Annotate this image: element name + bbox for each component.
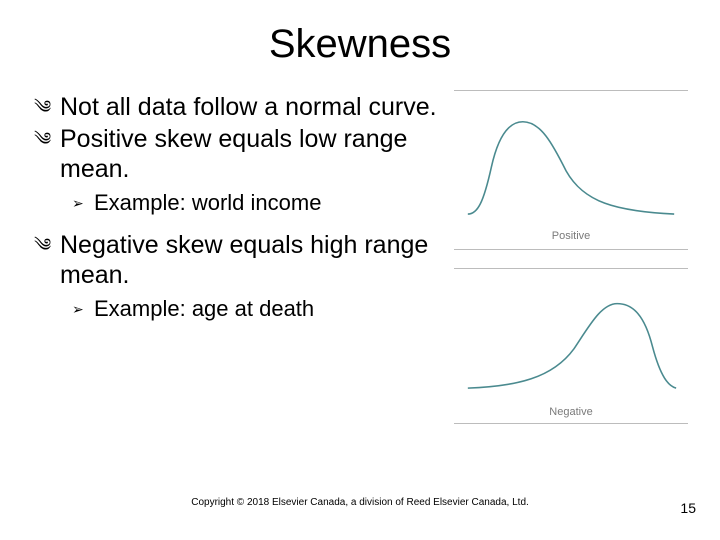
negative-skew-figure: Negative xyxy=(454,268,688,424)
figure-label: Positive xyxy=(454,230,688,242)
positive-skew-curve xyxy=(458,104,684,222)
triangle-bullet-icon: ➢ xyxy=(72,190,94,216)
triangle-bullet-icon: ➢ xyxy=(72,296,94,322)
figure-border xyxy=(454,249,688,250)
slide: Skewness ༄ Not all data follow a normal … xyxy=(0,0,720,540)
sub-bullet-item: ➢ Example: world income xyxy=(72,190,442,216)
curl-bullet-icon: ༄ xyxy=(34,124,60,154)
figure-label: Negative xyxy=(454,406,688,418)
bullet-text: Positive skew equals low range mean. xyxy=(60,124,442,184)
curl-bullet-icon: ༄ xyxy=(34,92,60,122)
curl-bullet-icon: ༄ xyxy=(34,230,60,260)
positive-skew-figure: Positive xyxy=(454,90,688,250)
bullet-item: ༄ Not all data follow a normal curve. xyxy=(34,92,442,122)
sub-bullet-item: ➢ Example: age at death xyxy=(72,296,442,322)
page-number: 15 xyxy=(680,500,696,516)
figure-border xyxy=(454,90,688,91)
page-title: Skewness xyxy=(0,22,720,67)
negative-skew-curve xyxy=(458,282,684,396)
copyright-text: Copyright © 2018 Elsevier Canada, a divi… xyxy=(0,497,720,508)
figure-border xyxy=(454,268,688,269)
sub-bullet-text: Example: world income xyxy=(94,190,321,216)
bullet-item: ༄ Negative skew equals high range mean. xyxy=(34,230,442,290)
bullet-list: ༄ Not all data follow a normal curve. ༄ … xyxy=(34,92,442,336)
figure-border xyxy=(454,423,688,424)
bullet-item: ༄ Positive skew equals low range mean. xyxy=(34,124,442,184)
bullet-text: Not all data follow a normal curve. xyxy=(60,92,437,122)
bullet-text: Negative skew equals high range mean. xyxy=(60,230,442,290)
sub-bullet-text: Example: age at death xyxy=(94,296,314,322)
